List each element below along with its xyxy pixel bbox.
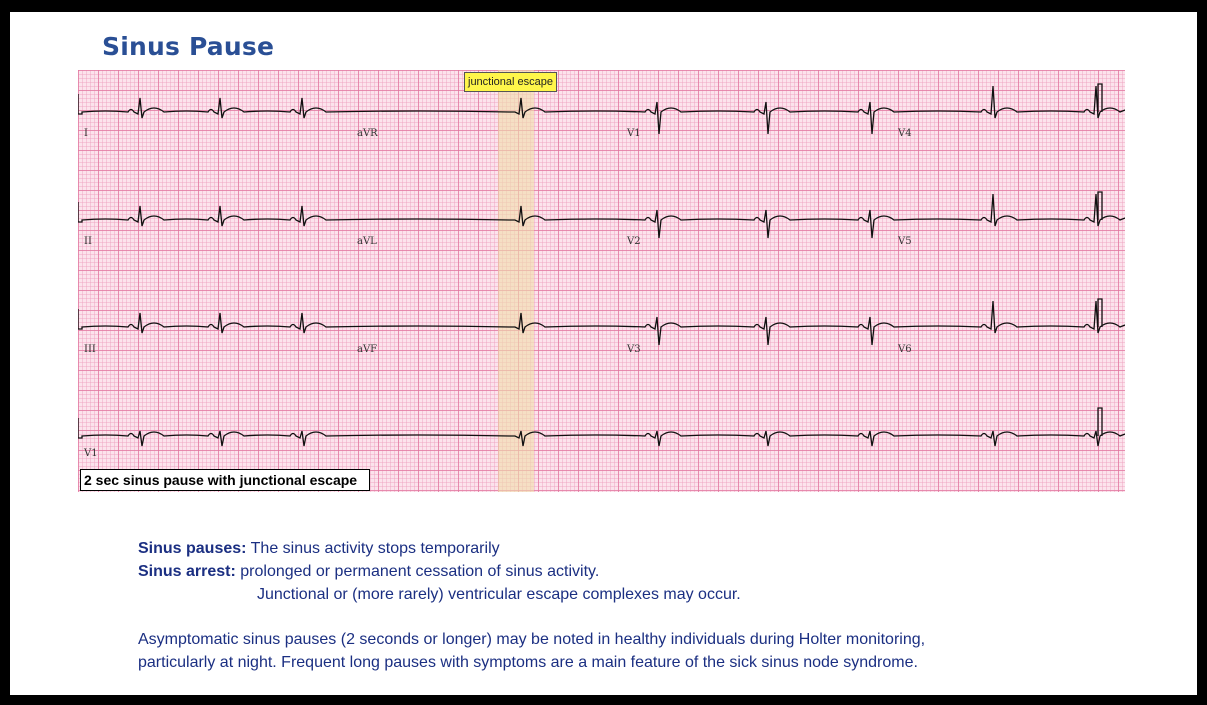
escape-highlight — [498, 70, 534, 492]
lead-label: V2 — [627, 236, 641, 247]
ecg-trace — [78, 85, 1125, 135]
sinus-arrest-desc: prolonged or permanent cessation of sinu… — [235, 563, 600, 580]
paragraph-line-1: Asymptomatic sinus pauses (2 seconds or … — [138, 631, 926, 648]
slide: Sinus Pause I aVR V1 V4 II aVL V2 V5 III… — [10, 12, 1197, 695]
sinus-arrest-line: Sinus arrest: prolonged or permanent ces… — [138, 560, 925, 583]
slide-title: Sinus Pause — [102, 32, 275, 61]
sinus-pauses-label: Sinus pauses: — [138, 540, 247, 557]
lead-label: V3 — [627, 344, 641, 355]
sinus-pauses-line: Sinus pauses: The sinus activity stops t… — [138, 537, 925, 560]
lead-label: I — [84, 128, 88, 139]
ecg-trace — [78, 193, 1125, 239]
lead-label: aVF — [357, 344, 378, 355]
ecg-strip: I aVR V1 V4 II aVL V2 V5 III aVF V3 V6 V… — [78, 70, 1125, 492]
ecg-trace — [78, 418, 1125, 447]
lead-label: II — [84, 236, 92, 247]
lead-label: V4 — [898, 128, 912, 139]
lead-label: V1 — [627, 128, 641, 139]
sinus-pauses-desc: The sinus activity stops temporarily — [246, 540, 500, 557]
calibration-pulse — [1097, 407, 1103, 436]
calibration-pulse — [1097, 191, 1103, 220]
lead-label: V6 — [898, 344, 912, 355]
lead-label: aVL — [357, 236, 377, 247]
description: Sinus pauses: The sinus activity stops t… — [138, 537, 925, 674]
lead-label: V1 — [84, 448, 98, 459]
sinus-arrest-label: Sinus arrest: — [138, 563, 236, 580]
escape-note: Junctional or (more rarely) ventricular … — [257, 586, 741, 603]
lead-label: V5 — [898, 236, 912, 247]
ecg-trace — [78, 300, 1125, 346]
junctional-escape-callout: junctional escape — [464, 72, 558, 92]
ecg-caption: 2 sec sinus pause with junctional escape — [80, 469, 371, 491]
lead-label: III — [84, 344, 96, 355]
lead-label: aVR — [357, 128, 378, 139]
calibration-pulse — [1097, 83, 1103, 112]
paragraph-line-2: particularly at night. Frequent long pau… — [138, 654, 918, 671]
calibration-pulse — [1097, 298, 1103, 327]
ecg-traces — [78, 83, 1125, 447]
